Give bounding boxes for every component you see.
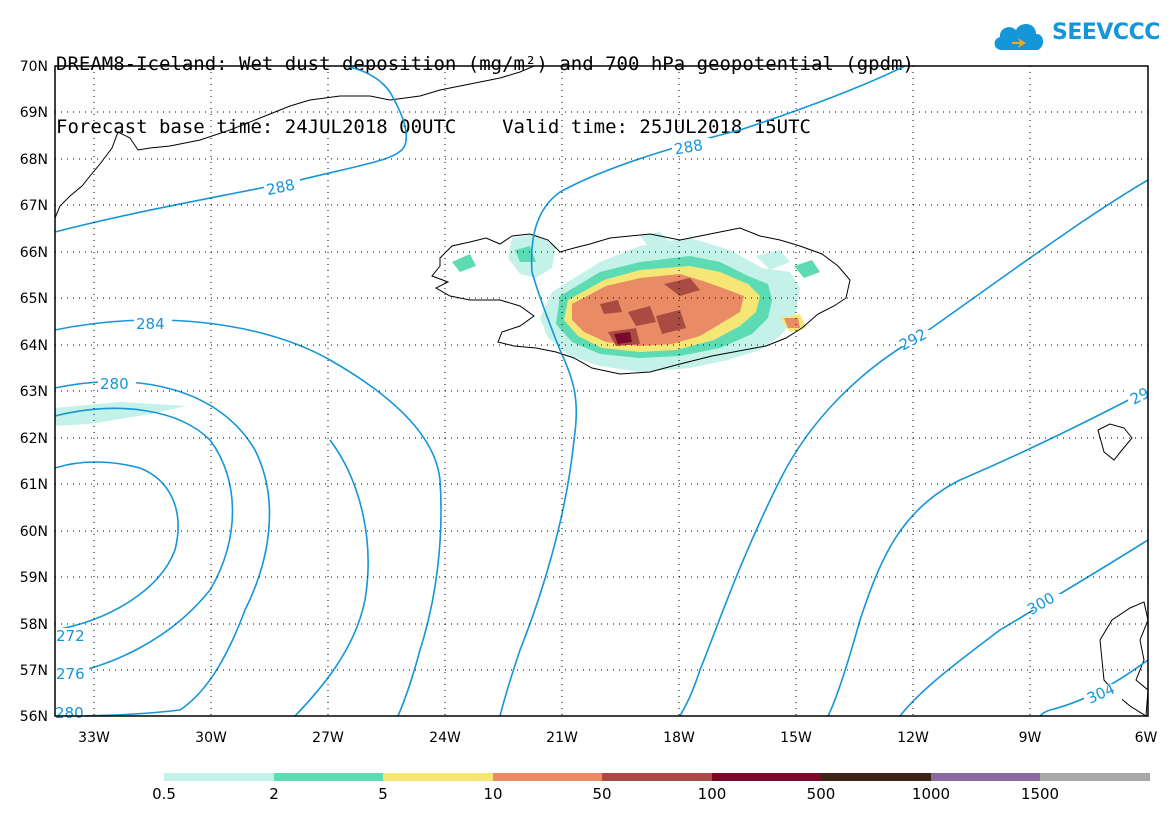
seevccc-logo: SEEVCCC (990, 16, 1160, 56)
contour-272 (54, 461, 179, 631)
contour-label: 292 (896, 325, 930, 354)
legend-label: 2 (269, 785, 279, 803)
grid-lines (55, 66, 1148, 716)
lon-label: 18W (663, 730, 695, 746)
legend-swatch (383, 773, 493, 781)
lat-label: 58N (20, 617, 48, 633)
legend-swatch (930, 773, 1041, 781)
deposition-area-50 (600, 278, 700, 346)
lon-label: 24W (429, 730, 461, 746)
legend-swatch (164, 773, 274, 781)
legend-label: 100 (697, 785, 727, 803)
iceland-coastline (431, 227, 851, 375)
map-title: DREAM8-Iceland: Wet dust deposition (mg/… (56, 12, 914, 159)
longitude-labels: 33W 30W 27W 24W 21W 18W 15W 12W 9W 6W (78, 730, 1157, 746)
faroe-coastline (1097, 423, 1133, 461)
lat-label: 62N (20, 431, 48, 447)
forecast-map: 288 288 284 280 272 276 280 292 29 300 3… (20, 59, 1158, 746)
lat-label: 57N (20, 663, 48, 679)
contour-west-inner (294, 439, 369, 717)
lon-label: 33W (78, 730, 110, 746)
legend-swatch (273, 773, 384, 781)
color-legend: 0.5 2 5 10 50 100 500 1000 1500 (152, 773, 1150, 809)
legend-label: 500 (806, 785, 836, 803)
contour-292 (679, 179, 1149, 717)
lat-label: 70N (20, 59, 48, 75)
contour-label: 272 (56, 627, 85, 645)
contour-288-east (499, 65, 906, 717)
legend-label: 50 (592, 785, 612, 803)
lat-label: 69N (20, 105, 48, 121)
contour-300 (899, 539, 1149, 717)
lat-label: 64N (20, 338, 48, 354)
contour-label: 284 (136, 315, 165, 333)
legend-label: 5 (378, 785, 388, 803)
contour-304 (1039, 659, 1149, 717)
lon-label: 12W (897, 730, 929, 746)
lat-label: 63N (20, 384, 48, 400)
logo-text: SEEVCCC (1052, 20, 1160, 45)
contour-label: 280 (100, 375, 129, 393)
legend-label: 1500 (1020, 785, 1060, 803)
legend-label: 1000 (911, 785, 951, 803)
contour-label: 300 (1024, 589, 1058, 619)
lon-label: 6W (1135, 730, 1158, 746)
cloud-icon (994, 24, 1044, 50)
deposition-area-10 (572, 274, 800, 346)
contour-label: 288 (673, 136, 704, 159)
title-line-2: Forecast base time: 24JUL2018 00UTC Vali… (56, 116, 811, 138)
lat-label: 60N (20, 524, 48, 540)
lon-label: 30W (195, 730, 227, 746)
lat-label: 68N (20, 152, 48, 168)
contour-276 (54, 407, 234, 677)
lat-label: 67N (20, 198, 48, 214)
lon-label: 9W (1019, 730, 1042, 746)
legend-swatch (1040, 773, 1150, 781)
greenland-coastline (54, 65, 535, 219)
lat-label: 66N (20, 245, 48, 261)
deposition-shading (55, 232, 820, 426)
lat-label: 61N (20, 477, 48, 493)
legend-label: 10 (483, 785, 503, 803)
lon-label: 15W (780, 730, 812, 746)
latitude-labels: 70N 69N 68N 67N 66N 65N 64N 63N 62N 61N … (20, 59, 48, 725)
contour-284 (54, 319, 442, 717)
legend-label: 0.5 (152, 785, 176, 803)
legend-color-bar (164, 773, 1150, 781)
legend-swatch (821, 773, 931, 781)
contour-288-north (54, 65, 408, 233)
lat-label: 56N (20, 709, 48, 725)
contour-labels: 288 288 284 280 272 276 280 292 29 300 3… (55, 136, 1152, 722)
lat-label: 65N (20, 291, 48, 307)
lon-label: 21W (546, 730, 578, 746)
lon-label: 27W (312, 730, 344, 746)
legend-swatch (711, 773, 822, 781)
map-frame (54, 65, 1149, 717)
contour-label: 280 (55, 704, 84, 722)
contour-label: 276 (56, 665, 85, 683)
legend-swatch (492, 773, 603, 781)
contour-label: 288 (265, 176, 297, 200)
contour-296 (827, 389, 1149, 717)
lat-label: 59N (20, 570, 48, 586)
legend-swatch (602, 773, 712, 781)
contour-280 (54, 380, 271, 717)
deposition-area-100 (614, 332, 632, 344)
